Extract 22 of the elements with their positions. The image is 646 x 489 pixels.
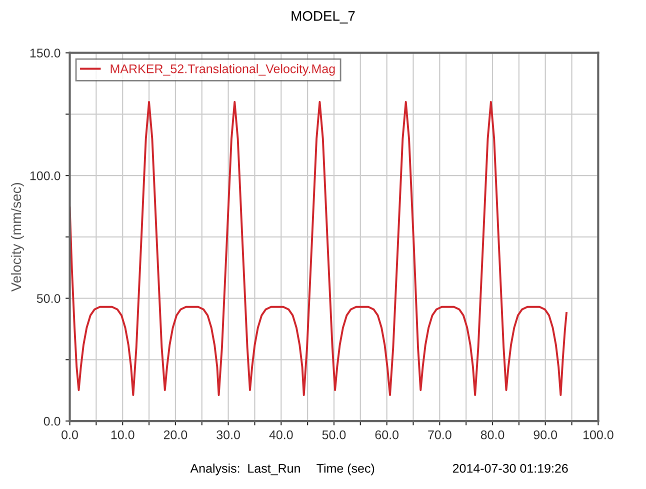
line-series bbox=[70, 100, 568, 396]
y-axis-title: Velocity (mm/sec) bbox=[10, 182, 24, 292]
x-axis-title: Time (sec) bbox=[316, 464, 374, 476]
x-tick-label: 20.0 bbox=[164, 430, 188, 440]
y-tick-label: 100.0 bbox=[30, 171, 60, 180]
x-tick-label: 0.0 bbox=[62, 430, 78, 440]
text: Analysis: Last_Run bbox=[190, 464, 300, 476]
x-tick-label: 80.0 bbox=[480, 430, 504, 440]
y-tick-label: 150.0 bbox=[30, 48, 60, 58]
x-tick-label: 30.0 bbox=[216, 430, 240, 440]
x-tick-label: 60.0 bbox=[375, 430, 398, 440]
text: 2014-07-30 01:19:26 bbox=[452, 464, 568, 473]
y-tick-label: 0.0 bbox=[44, 416, 60, 426]
legend-label: MARKER_52.Translational_Velocity.Mag bbox=[110, 64, 335, 76]
x-tick-label: 40.0 bbox=[269, 430, 293, 440]
x-tick-label: 70.0 bbox=[428, 430, 452, 440]
chart-title: MODEL_7 bbox=[292, 11, 355, 24]
x-tick-label: 10.0 bbox=[111, 430, 134, 440]
x-tick-label: 100.0 bbox=[584, 430, 614, 440]
y-tick-label: 50.0 bbox=[36, 294, 60, 303]
x-tick-label: 50.0 bbox=[322, 430, 346, 440]
x-tick-label: 90.0 bbox=[534, 430, 558, 440]
